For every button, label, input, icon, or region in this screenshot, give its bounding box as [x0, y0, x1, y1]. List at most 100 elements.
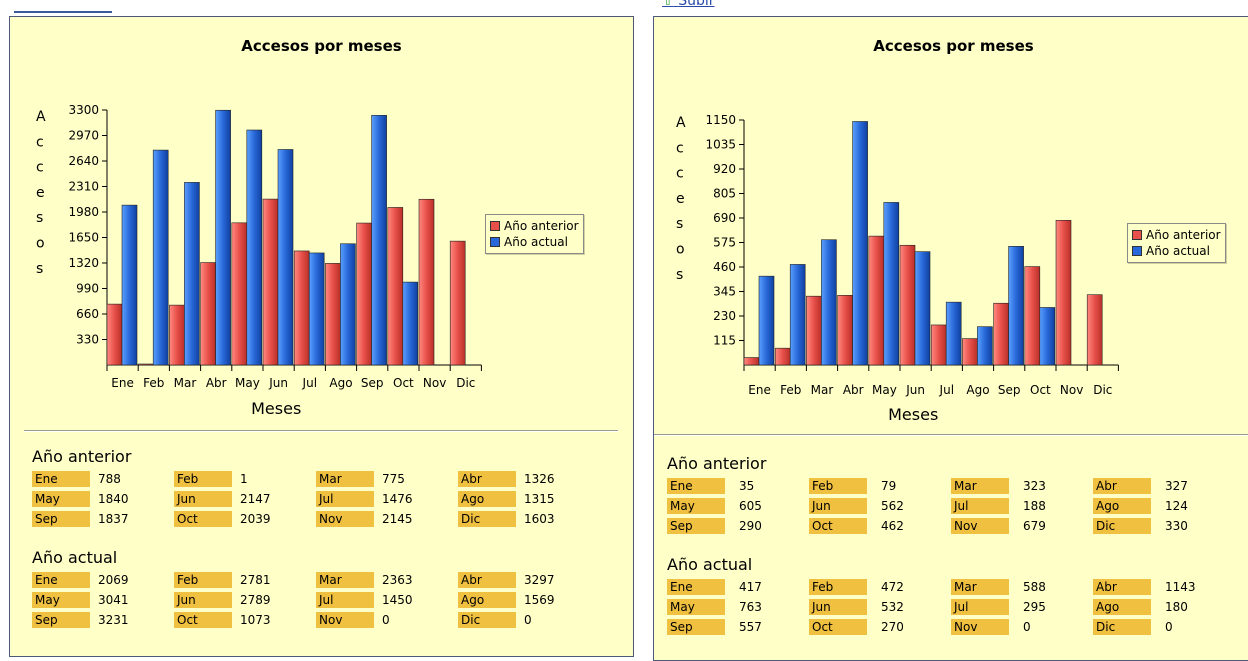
month-label-cell: Feb — [809, 478, 867, 494]
month-label-cell: Ene — [667, 579, 725, 595]
bar-curr — [977, 326, 993, 366]
month-label-cell: Dic — [1093, 619, 1151, 635]
month-value-cell: 1315 — [524, 492, 555, 506]
bar-curr — [789, 264, 806, 366]
bar-curr — [758, 275, 775, 366]
x-tick-label: Feb — [143, 376, 164, 390]
month-label-cell: Sep — [667, 518, 725, 534]
month-label-cell: Mar — [316, 471, 374, 487]
x-tick-label: Jul — [302, 376, 317, 390]
bar-curr — [215, 109, 231, 366]
month-label-cell: Ago — [458, 592, 516, 608]
x-tick-label: Oct — [393, 376, 414, 390]
month-value-cell: 2039 — [240, 512, 271, 526]
ylabel-letter: o — [676, 242, 685, 258]
bar-prev — [262, 198, 279, 366]
month-label-cell: Jun — [809, 498, 867, 514]
month-value-cell: 679 — [1023, 519, 1046, 533]
bar-prev — [325, 263, 341, 366]
bar-curr — [121, 204, 138, 366]
bar-curr — [246, 129, 263, 366]
bar-prev — [418, 198, 435, 366]
y-tick-label: 3300 — [68, 103, 99, 117]
month-value-cell: 1840 — [98, 492, 129, 506]
month-label-cell: Jul — [316, 592, 374, 608]
subir-link[interactable]: ⇧ Subir — [662, 0, 714, 9]
y-tick-label: 2640 — [68, 154, 99, 168]
month-label-cell: Feb — [174, 471, 232, 487]
month-label-cell: Abr — [1093, 478, 1151, 494]
x-tick-label: Nov — [423, 376, 446, 390]
bar-prev — [106, 303, 123, 366]
bar-prev — [993, 302, 1009, 366]
month-value-cell: 35 — [739, 479, 755, 493]
month-value-cell: 79 — [881, 479, 897, 493]
y-tick-label: 230 — [713, 309, 736, 323]
month-label-cell: May — [667, 498, 725, 514]
bar-prev — [1086, 294, 1103, 366]
month-label-cell: Abr — [1093, 579, 1151, 595]
bar-curr — [371, 115, 387, 366]
top-left-link-fragment[interactable] — [14, 11, 112, 13]
bar-prev — [356, 222, 372, 366]
ylabel-letter: c — [676, 166, 684, 182]
month-label-cell: Ago — [1093, 599, 1151, 615]
month-label-cell: Oct — [809, 619, 867, 635]
month-label-cell: Ago — [458, 491, 516, 507]
y-tick-label: 460 — [713, 260, 736, 274]
bar-curr — [914, 251, 931, 366]
month-label-cell: Jun — [174, 491, 232, 507]
x-tick-label: Dic — [456, 376, 475, 390]
month-value-cell: 3041 — [98, 593, 129, 607]
month-value-cell: 1326 — [524, 472, 555, 486]
x-tick-label: Ago — [329, 376, 352, 390]
bar-prev — [743, 357, 760, 366]
y-tick-label: 1980 — [68, 205, 99, 219]
section-divider — [654, 434, 1248, 436]
month-label-cell: Ene — [32, 471, 90, 487]
month-value-cell: 290 — [739, 519, 762, 533]
month-value-cell: 462 — [881, 519, 904, 533]
month-value-cell: 562 — [881, 499, 904, 513]
x-tick-label: Oct — [1030, 383, 1051, 397]
y-tick-label: 575 — [713, 236, 736, 250]
month-value-cell: 605 — [739, 499, 762, 513]
up-arrow-icon: ⇧ — [662, 0, 674, 9]
month-value-cell: 2363 — [382, 573, 413, 587]
month-label-cell: Jul — [316, 491, 374, 507]
x-tick-label: Ene — [748, 383, 771, 397]
bar-prev — [806, 295, 822, 366]
month-label-cell: Nov — [316, 511, 374, 527]
month-label-cell: Dic — [458, 511, 516, 527]
y-tick-label: 690 — [713, 211, 736, 225]
bar-curr — [152, 149, 169, 366]
y-tick-label: 805 — [713, 187, 736, 201]
month-value-cell: 1143 — [1165, 580, 1196, 594]
bar-prev — [449, 240, 466, 366]
y-tick-label: 920 — [713, 162, 736, 176]
month-value-cell: 2069 — [98, 573, 129, 587]
month-value-cell: 557 — [739, 620, 762, 634]
x-axis-title: Meses — [888, 405, 938, 424]
month-label-cell: Sep — [32, 511, 90, 527]
y-tick-label: 330 — [76, 333, 99, 347]
month-label-cell: Abr — [458, 572, 516, 588]
y-tick-label: 1150 — [705, 113, 736, 127]
x-tick-label: Mar — [174, 376, 197, 390]
bar-prev — [962, 338, 978, 366]
month-value-cell: 2789 — [240, 593, 271, 607]
month-label-cell: Jul — [951, 599, 1009, 615]
month-value-cell: 1450 — [382, 593, 413, 607]
x-tick-label: May — [235, 376, 260, 390]
ylabel-letter: e — [36, 185, 45, 201]
month-value-cell: 788 — [98, 472, 121, 486]
bar-prev — [387, 207, 404, 366]
x-tick-label: Abr — [206, 376, 227, 390]
month-label-cell: Oct — [809, 518, 867, 534]
month-label-cell: May — [667, 599, 725, 615]
month-label-cell: Jun — [809, 599, 867, 615]
x-tick-label: Dic — [1093, 383, 1112, 397]
bar-curr — [184, 182, 200, 366]
ylabel-letter: s — [676, 216, 683, 232]
